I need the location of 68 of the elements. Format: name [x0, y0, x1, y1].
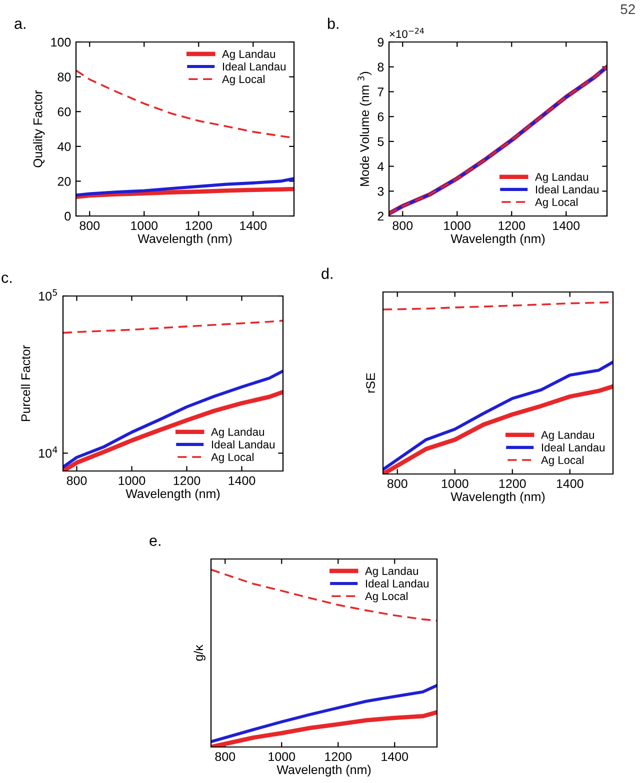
x-tick-label: 1000 [118, 476, 146, 486]
x-tick-label: 1200 [499, 479, 526, 488]
x-tick-label: 1400 [556, 479, 584, 488]
y-tick-label: 3 [378, 186, 384, 196]
legend-label: Ideal Landau [222, 62, 286, 71]
chart-title: b. [328, 18, 338, 29]
legend-label: Ag Local [222, 74, 264, 86]
x-tick-label: 1400 [382, 752, 408, 762]
y-tick-label: 80 [58, 72, 71, 82]
y-axis-title: Mode Volume (nm $^{3}$) [358, 72, 372, 186]
x-tick-label: 800 [392, 221, 413, 230]
y-tick-label: 8 [378, 62, 384, 72]
x-tick-label: 1000 [442, 479, 468, 488]
x-axis-title: Wavelength (nm) [138, 234, 232, 246]
x-tick-label: 800 [80, 221, 100, 230]
y-tick-label: 10$^{4}$ [39, 446, 58, 458]
y-axis-title: Purcell Factor [20, 345, 30, 422]
text: 52 [620, 4, 635, 14]
x-tick-label: 1000 [131, 221, 158, 230]
y-tick-label: 7 [378, 88, 384, 96]
legend-label: Ideal Landau [212, 440, 274, 448]
x-tick-label: 1200 [186, 221, 212, 230]
x-tick-label: 1000 [268, 752, 296, 762]
x-axis-title: Wavelength (nm) [276, 764, 371, 777]
legend-label: Ag Local [534, 198, 578, 208]
legend-label: Ag Landau [222, 50, 275, 60]
legend-label: Ag Local [210, 452, 254, 464]
text: ×10$^{−24}$ [390, 28, 424, 38]
x-tick-label: 800 [66, 476, 87, 486]
legend-label: Ag Landau [364, 566, 418, 578]
y-tick-label: 6 [378, 112, 384, 122]
x-tick-label: 1400 [553, 221, 580, 230]
legend-label: Ag Local [540, 456, 584, 466]
y-axis-title: g/κ [194, 644, 206, 661]
chart-title: d. [322, 268, 332, 279]
y-tick-label: 100 [51, 38, 71, 47]
x-tick-label: 1400 [228, 476, 256, 486]
x-tick-label: 1000 [444, 221, 471, 230]
y-tick-label: 2 [378, 212, 384, 221]
legend-label: Ideal Landau [542, 443, 604, 452]
legend-label: Ag Landau [534, 172, 588, 184]
y-tick-label: 0 [64, 212, 71, 221]
chart-title: e. [150, 538, 160, 546]
x-tick-label: 1400 [240, 221, 267, 230]
y-tick-label: 20 [58, 177, 71, 186]
chart-title: a. [14, 20, 26, 29]
x-axis-title: Wavelength (nm) [126, 488, 220, 501]
y-tick-label: 9 [378, 38, 384, 47]
x-tick-label: 1200 [498, 221, 526, 230]
y-axis-title: Quality Factor [33, 90, 45, 168]
y-tick-label: 10$^{5}$ [39, 289, 57, 301]
legend-label: Ideal Landau [536, 185, 598, 194]
x-axis-title: Wavelength (nm) [450, 492, 545, 504]
y-tick-label: 5 [378, 137, 384, 146]
y-tick-label: 4 [377, 162, 384, 171]
x-tick-label: 1200 [325, 752, 352, 762]
chart-title: c. [2, 274, 12, 283]
y-tick-label: 40 [58, 142, 71, 152]
y-tick-label: 60 [58, 107, 71, 116]
x-tick-label: 800 [215, 752, 236, 762]
legend-label: Ag Local [364, 592, 408, 602]
y-axis-title: rSE [366, 373, 375, 393]
legend-label: Ideal Landau [366, 579, 428, 588]
legend-label: Ag Landau [210, 428, 264, 438]
x-tick-label: 1200 [174, 476, 200, 486]
x-tick-label: 800 [387, 479, 408, 488]
x-axis-title: Wavelength (nm) [450, 234, 545, 246]
legend-label: Ag Landau [540, 430, 594, 442]
